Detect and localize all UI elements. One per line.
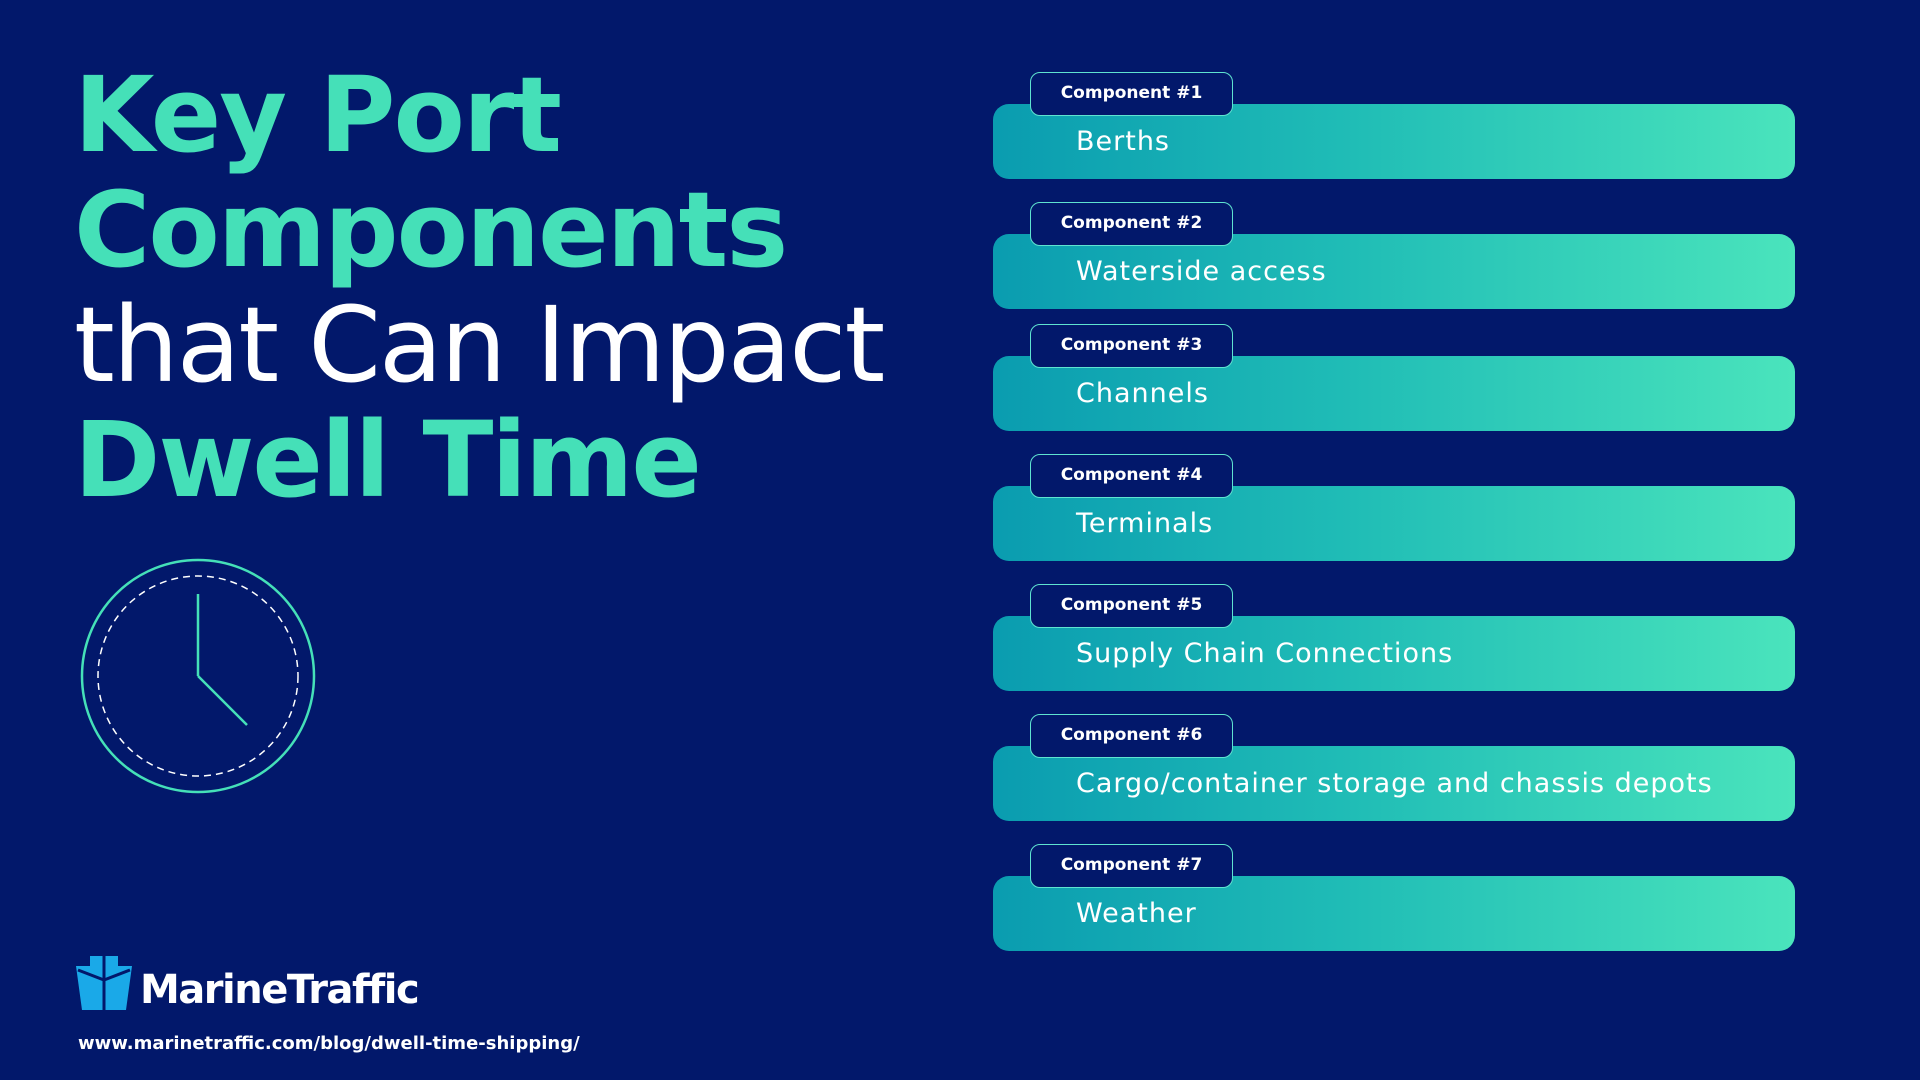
component-row: Berths Component #1	[993, 72, 1795, 179]
component-badge: Component #3	[1030, 324, 1233, 368]
component-bar	[993, 616, 1795, 691]
component-label: Weather	[1076, 898, 1197, 929]
component-badge: Component #7	[1030, 844, 1233, 888]
component-bar	[993, 104, 1795, 179]
component-row: Channels Component #3	[993, 324, 1795, 431]
component-row: Waterside access Component #2	[993, 202, 1795, 309]
component-badge: Component #2	[1030, 202, 1233, 246]
title-line: Components	[74, 169, 788, 291]
component-row: Terminals Component #4	[993, 454, 1795, 561]
component-badge: Component #4	[1030, 454, 1233, 498]
component-badge: Component #6	[1030, 714, 1233, 758]
component-badge: Component #5	[1030, 584, 1233, 628]
clock-icon	[80, 558, 316, 794]
component-bar	[993, 876, 1795, 951]
logo-icon	[76, 956, 132, 1010]
component-bar	[993, 356, 1795, 431]
brand: MarineTraffic	[140, 967, 420, 1013]
component-label: Berths	[1076, 126, 1171, 157]
component-row: Cargo/container storage and chassis depo…	[993, 714, 1795, 821]
component-label: Cargo/container storage and chassis depo…	[1076, 768, 1713, 799]
title-line: Dwell Time	[74, 399, 702, 521]
title-line: that Can Impact	[74, 284, 885, 406]
title-line: Key Port	[74, 54, 562, 176]
component-bar	[993, 486, 1795, 561]
component-row: Weather Component #7	[993, 844, 1795, 951]
component-label: Channels	[1076, 378, 1209, 409]
component-label: Terminals	[1076, 508, 1214, 539]
component-badge: Component #1	[1030, 72, 1233, 116]
component-row: Supply Chain Connections Component #5	[993, 584, 1795, 691]
component-label: Supply Chain Connections	[1076, 638, 1454, 669]
component-label: Waterside access	[1076, 256, 1327, 287]
component-bar	[993, 234, 1795, 309]
component-bar	[993, 746, 1795, 821]
title: Key Port Components that Can Impact Dwel…	[74, 54, 885, 521]
url: www.marinetraffic.com/blog/dwell-time-sh…	[78, 1033, 580, 1054]
